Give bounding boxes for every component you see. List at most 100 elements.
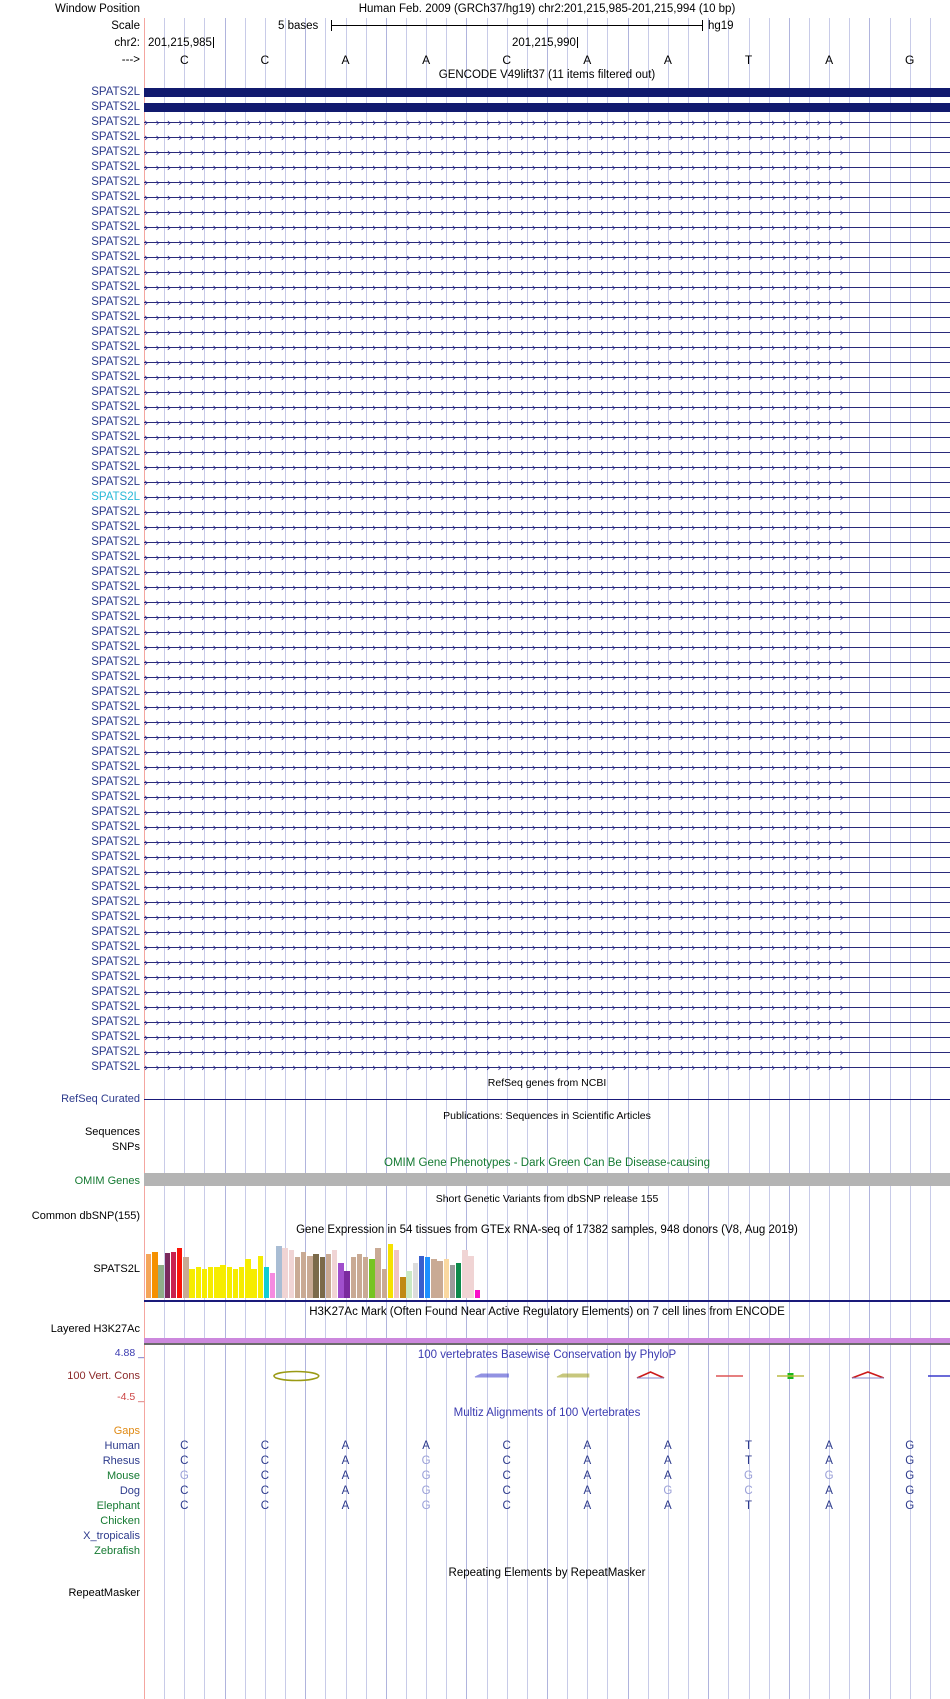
gene-row[interactable]: SPATS2L ›››››››››››››››››››››››››››››››››…	[0, 235, 950, 250]
gene-label[interactable]: SPATS2L	[91, 836, 140, 848]
gene-label[interactable]: SPATS2L	[91, 176, 140, 188]
species-label[interactable]: Chicken	[100, 1515, 140, 1527]
gene-row[interactable]: SPATS2L ›››››››››››››››››››››››››››››››››…	[0, 1030, 950, 1045]
gene-label[interactable]: SPATS2L	[91, 116, 140, 128]
gene-label[interactable]: SPATS2L	[91, 341, 140, 353]
gene-row[interactable]: SPATS2L ›››››››››››››››››››››››››››››››››…	[0, 940, 950, 955]
gtex-bar[interactable]	[270, 1272, 276, 1298]
gtex-bar[interactable]	[294, 1257, 301, 1298]
gene-row[interactable]: SPATS2L ›››››››››››››››››››››››››››››››››…	[0, 865, 950, 880]
gene-row[interactable]: SPATS2L ›››››››››››››››››››››››››››››››››…	[0, 670, 950, 685]
alignment-row[interactable]: Elephant C C A G C A A T A G	[0, 1499, 950, 1514]
gene-label[interactable]: SPATS2L	[91, 1001, 140, 1013]
gene-row[interactable]: SPATS2L ›››››››››››››››››››››››››››››››››…	[0, 475, 950, 490]
gene-label[interactable]: SPATS2L	[91, 431, 140, 443]
gene-label[interactable]: SPATS2L	[91, 146, 140, 158]
gene-label[interactable]: SPATS2L	[91, 566, 140, 578]
gtex-bar[interactable]	[214, 1267, 220, 1298]
gtex-bar[interactable]	[189, 1269, 195, 1298]
gene-label[interactable]: SPATS2L	[91, 206, 140, 218]
gtex-bar[interactable]	[158, 1265, 164, 1298]
gtex-bar[interactable]	[356, 1253, 363, 1298]
gtex-bar[interactable]	[418, 1255, 425, 1298]
gtex-bar[interactable]	[263, 1267, 270, 1298]
gene-label[interactable]: SPATS2L	[91, 266, 140, 278]
gene-label[interactable]: SPATS2L	[91, 776, 140, 788]
gtex-bar[interactable]	[319, 1257, 325, 1298]
conservation-feature[interactable]	[556, 1369, 590, 1383]
gene-row[interactable]: SPATS2L ›››››››››››››››››››››››››››››››››…	[0, 1015, 950, 1030]
gtex-bar[interactable]	[170, 1251, 177, 1298]
gene-row[interactable]: SPATS2L ›››››››››››››››››››››››››››››››››…	[0, 775, 950, 790]
gtex-bar[interactable]	[146, 1253, 152, 1298]
gene-label[interactable]: SPATS2L	[91, 161, 140, 173]
gene-label[interactable]: SPATS2L	[91, 641, 140, 653]
alignment-row[interactable]: Human C C A A C A A T A G	[0, 1439, 950, 1454]
gene-row[interactable]: SPATS2L ›››››››››››››››››››››››››››››››››…	[0, 880, 950, 895]
gene-row[interactable]: SPATS2L ›››››››››››››››››››››››››››››››››…	[0, 175, 950, 190]
gene-label[interactable]: SPATS2L	[91, 101, 140, 113]
gene-row[interactable]: SPATS2L ›››››››››››››››››››››››››››››››››…	[0, 895, 950, 910]
gene-label[interactable]: SPATS2L	[91, 581, 140, 593]
gtex-bar[interactable]	[363, 1257, 369, 1298]
gene-row[interactable]: SPATS2L ›››››››››››››››››››››››››››››››››…	[0, 400, 950, 415]
publications-snps-label[interactable]: SNPs	[111, 1141, 140, 1153]
conservation-feature[interactable]	[776, 1369, 805, 1383]
gtex-bar[interactable]	[220, 1265, 226, 1298]
gene-label[interactable]: SPATS2L	[91, 461, 140, 473]
gene-label[interactable]: SPATS2L	[91, 311, 140, 323]
gene-row[interactable]: SPATS2L ›››››››››››››››››››››››››››››››››…	[0, 385, 950, 400]
gene-label[interactable]: SPATS2L	[91, 131, 140, 143]
gene-label[interactable]: SPATS2L	[91, 1061, 140, 1073]
gene-row[interactable]: SPATS2L ›››››››››››››››››››››››››››››››››…	[0, 730, 950, 745]
gene-label[interactable]: SPATS2L	[91, 866, 140, 878]
conservation-feature[interactable]	[474, 1369, 510, 1383]
gtex-bar[interactable]	[449, 1265, 456, 1298]
gene-label[interactable]: SPATS2L	[91, 626, 140, 638]
gtex-bar[interactable]	[177, 1247, 183, 1298]
gene-label[interactable]: SPATS2L	[91, 536, 140, 548]
gene-label[interactable]: SPATS2L	[91, 761, 140, 773]
gtex-bar[interactable]	[412, 1263, 418, 1298]
gene-exon-block[interactable]	[144, 103, 950, 112]
gene-row[interactable]: SPATS2L ›››››››››››››››››››››››››››››››››…	[0, 490, 950, 505]
gtex-bar[interactable]	[325, 1253, 332, 1298]
gene-label[interactable]: SPATS2L	[91, 791, 140, 803]
gene-label[interactable]: SPATS2L	[91, 656, 140, 668]
gtex-bar[interactable]	[183, 1257, 189, 1298]
gene-row[interactable]: SPATS2L ›››››››››››››››››››››››››››››››››…	[0, 625, 950, 640]
gene-row[interactable]: SPATS2L ›››››››››››››››››››››››››››››››››…	[0, 760, 950, 775]
gene-row[interactable]: SPATS2L ›››››››››››››››››››››››››››››››››…	[0, 535, 950, 550]
refseq-label[interactable]: RefSeq Curated	[61, 1093, 140, 1105]
gene-row[interactable]: SPATS2L ›››››››››››››››››››››››››››››››››…	[0, 985, 950, 1000]
gene-row[interactable]: SPATS2L ›››››››››››››››››››››››››››››››››…	[0, 460, 950, 475]
gtex-bar[interactable]	[456, 1263, 462, 1298]
gene-label[interactable]: SPATS2L	[91, 806, 140, 818]
gtex-bar[interactable]	[245, 1259, 251, 1298]
gtex-bar[interactable]	[257, 1255, 263, 1298]
alignment-row[interactable]: Dog C C A G C A G C A G	[0, 1484, 950, 1499]
gene-label[interactable]: SPATS2L	[91, 611, 140, 623]
gene-label[interactable]: SPATS2L	[91, 971, 140, 983]
gene-label[interactable]: SPATS2L	[91, 926, 140, 938]
gtex-bar[interactable]	[226, 1267, 232, 1298]
gene-row[interactable]: SPATS2L ›››››››››››››››››››››››››››››››››…	[0, 640, 950, 655]
gene-row[interactable]: SPATS2L ›››››››››››››››››››››››››››››››››…	[0, 910, 950, 925]
gene-label[interactable]: SPATS2L	[91, 521, 140, 533]
gene-row[interactable]: SPATS2L ›››››››››››››››››››››››››››››››››…	[0, 115, 950, 130]
gene-row[interactable]: SPATS2L ›››››››››››››››››››››››››››››››››…	[0, 505, 950, 520]
gene-label[interactable]: SPATS2L	[91, 956, 140, 968]
gene-row[interactable]: SPATS2L ›››››››››››››››››››››››››››››››››…	[0, 805, 950, 820]
gtex-bar[interactable]	[195, 1267, 201, 1298]
species-label[interactable]: Human	[104, 1440, 140, 1452]
alignment-row[interactable]: Chicken	[0, 1514, 950, 1529]
gene-row[interactable]: SPATS2L ›››››››››››››››››››››››››››››››››…	[0, 580, 950, 595]
gtex-bar[interactable]	[208, 1267, 214, 1298]
gene-label[interactable]: SPATS2L	[91, 506, 140, 518]
conservation-feature[interactable]	[927, 1369, 950, 1383]
gene-row[interactable]: SPATS2L	[0, 100, 950, 115]
gene-row[interactable]: SPATS2L ›››››››››››››››››››››››››››››››››…	[0, 160, 950, 175]
gtex-bar[interactable]	[350, 1257, 356, 1298]
gene-row[interactable]: SPATS2L ›››››››››››››››››››››››››››››››››…	[0, 820, 950, 835]
omim-gene-bar[interactable]	[144, 1173, 950, 1186]
